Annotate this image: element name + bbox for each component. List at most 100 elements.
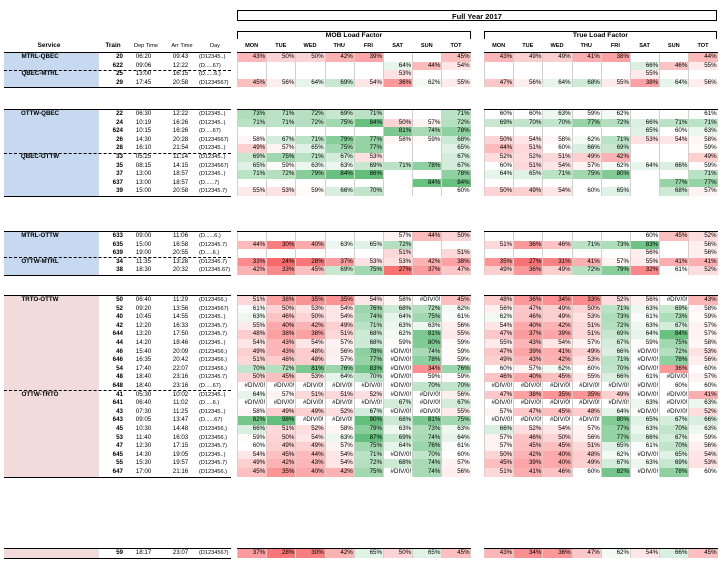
true-load-cell — [630, 170, 660, 179]
mob-load-cell: 70% — [412, 382, 442, 391]
mob-load-cell: 69% — [324, 110, 354, 119]
mob-load-cell: 51% — [383, 249, 413, 258]
mob-load-cell: 56% — [324, 347, 354, 357]
mob-load-cell: 62% — [383, 330, 413, 339]
true-load-cell: 48% — [571, 407, 601, 417]
table-row: QBEC-MTRL 25 13:00 16:15 (D......6.) 53% 55% — [0, 70, 724, 79]
day-pattern: (D123456.) — [199, 365, 227, 372]
mob-load-cell: 55% — [441, 407, 471, 417]
mob-load-cell — [412, 153, 442, 162]
true-load-cell — [571, 232, 601, 241]
arrival-time: 14:55 — [172, 313, 189, 321]
true-load-cell: 77% — [600, 425, 630, 434]
true-load-cell: 56% — [688, 240, 718, 250]
true-load-cell: 49% — [484, 356, 514, 365]
true-load-cell — [484, 249, 514, 258]
train-number: 46 — [116, 347, 123, 355]
service-name — [4, 459, 76, 468]
departure-time: 06:40 — [135, 296, 152, 303]
true-load-cell: #DIV/0! — [630, 347, 660, 357]
true-load-cell: #DIV/0! — [484, 416, 514, 425]
service-band — [4, 296, 99, 477]
mob-load-cell: #DIV/0! — [353, 382, 383, 391]
mob-load-cell — [266, 70, 296, 79]
mob-load-cell: 72% — [266, 170, 296, 179]
true-load-cell: #DIV/0! — [484, 382, 514, 391]
true-load-cell: 60% — [571, 187, 601, 196]
true-load-cell: 71% — [659, 118, 689, 128]
true-load-cell: 52% — [600, 296, 630, 305]
service-name — [4, 162, 76, 171]
mob-load-cell: 81% — [295, 364, 325, 374]
mob-load-cell: 65% — [353, 549, 383, 558]
mob-day-header: THU — [333, 43, 345, 49]
true-load-cell: 80% — [600, 416, 630, 425]
true-load-cell: 47% — [484, 78, 514, 88]
mob-load-cell: 64% — [237, 390, 267, 400]
mob-load-cell: 63% — [324, 161, 354, 171]
mob-load-cell — [295, 178, 325, 188]
true-load-cell: 49% — [571, 153, 601, 162]
true-load-cell: 67% — [659, 321, 689, 331]
mob-load-cell: 63% — [441, 425, 471, 434]
mob-load-cell: 57% — [324, 356, 354, 365]
mob-load-cell: 57% — [324, 442, 354, 451]
table-row: 639 19:00 20:55 (D.....6.) 51% 51% 56% 56% — [0, 249, 724, 258]
true-load-cell: 69% — [659, 304, 689, 314]
mob-load-cell: 68% — [383, 304, 413, 314]
day-pattern: (D.....6.) — [199, 250, 220, 257]
mob-load-cell: #DIV/0! — [295, 416, 325, 425]
train-number: 42 — [116, 321, 123, 329]
mob-load-cell: 54% — [324, 304, 354, 314]
true-load-cell: 57% — [484, 433, 514, 443]
true-load-cell — [571, 178, 601, 188]
mob-load-cell: 51% — [237, 296, 267, 305]
mob-load-cell: 87% — [353, 433, 383, 443]
true-load-cell: 77% — [688, 178, 718, 188]
mob-load-cell: #DIV/0! — [237, 382, 267, 391]
mob-load-cell: 74% — [412, 459, 442, 468]
arrival-time: 16:15 — [172, 70, 189, 78]
train-number: 43 — [116, 407, 123, 415]
mob-load-cell: #DIV/0! — [383, 364, 413, 374]
day-pattern: (D......6.) — [199, 233, 221, 239]
mob-day-header: SUN — [420, 43, 433, 49]
true-load-cell: 45% — [659, 232, 689, 241]
table-row: 637 13:00 18:57 (D......7) 84% 84% 77% 77% — [0, 178, 724, 188]
mob-load-cell — [324, 61, 354, 71]
table-row: 40 10:45 14:55 (D12345..) 63% 46% 50% 54% 74% 64%… — [0, 313, 724, 322]
train-number: 24 — [116, 118, 123, 126]
mob-load-cell: 45% — [237, 78, 267, 88]
mob-load-cell: 63% — [412, 321, 442, 331]
true-load-cell: 57% — [688, 373, 718, 382]
day-pattern: (D12345..) — [199, 54, 226, 60]
true-load-cell: 32% — [630, 266, 660, 275]
table-row: 54 17:40 22:07 (D123456.) 70% 72% 81% 76% 83% #DI… — [0, 364, 724, 374]
day-pattern: (D12345.7) — [199, 322, 227, 329]
true-load-cell: 57% — [513, 364, 543, 374]
mob-load-cell: 66% — [324, 187, 354, 196]
true-load-cell: 60% — [484, 364, 514, 374]
mob-load-cell: 24% — [266, 257, 296, 267]
mob-load-cell: 67% — [324, 153, 354, 162]
true-load-cell: #DIV/0! — [659, 390, 689, 400]
true-load-cell: 49% — [513, 53, 543, 62]
mob-load-cell: 65% — [353, 240, 383, 250]
mob-load-cell: #DIV/0! — [266, 382, 296, 391]
true-load-cell: 38% — [600, 53, 630, 62]
service-name — [4, 549, 76, 558]
train-number: 22 — [116, 110, 123, 117]
mob-load-cell: 43% — [266, 347, 296, 357]
true-load-cell: 67% — [659, 416, 689, 425]
table-row: 39 15:00 20:58 (D12345.7) 55% 53% 59% 66% 70% 60%… — [0, 187, 724, 196]
mob-load-cell: 45% — [441, 53, 471, 62]
train-number: 637 — [112, 178, 123, 186]
mob-load-cell: 53% — [295, 373, 325, 382]
true-load-cell: 49% — [542, 266, 572, 275]
arrival-time: 10:02 — [172, 390, 189, 398]
train-number: 28 — [116, 144, 123, 152]
day-pattern: (D12345..) — [199, 145, 226, 152]
mob-load-cell: 53% — [266, 187, 296, 196]
mob-load-cell: 53% — [295, 304, 325, 314]
mob-load-cell: 52% — [324, 407, 354, 417]
